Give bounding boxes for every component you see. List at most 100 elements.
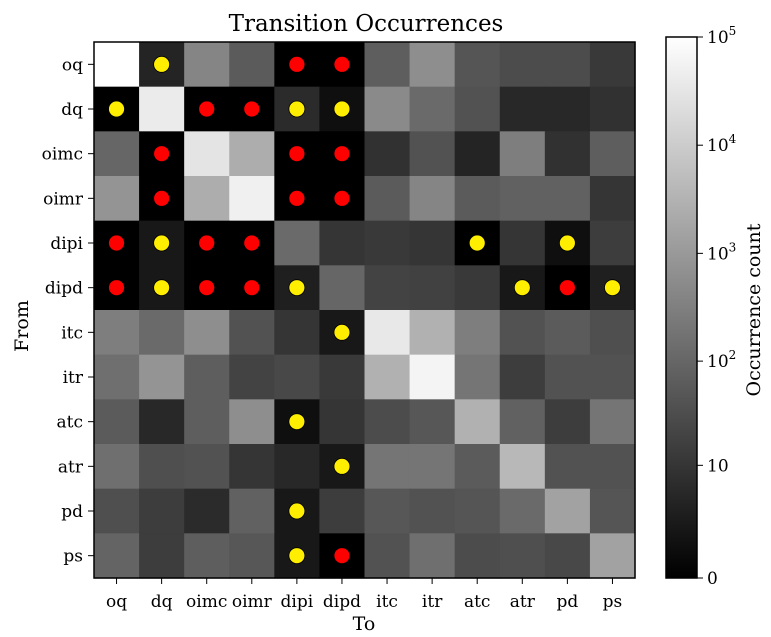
heatmap-cell: [319, 488, 366, 534]
y-tick-label: dipd: [45, 279, 83, 299]
heatmap-cell: [589, 86, 636, 132]
heatmap-cell: [184, 399, 230, 445]
heatmap-cell: [184, 310, 230, 356]
colorbar-tick-label: 105: [707, 24, 736, 48]
red-marker: [243, 279, 261, 297]
heatmap-cell: [364, 444, 411, 490]
heatmap-cell: [454, 86, 501, 132]
heatmap-cell: [499, 444, 546, 490]
x-tick-label: oq: [106, 592, 127, 612]
heatmap-cell: [364, 220, 411, 266]
heatmap-cell: [184, 488, 230, 534]
heatmap-cell: [409, 533, 456, 579]
heatmap-cell: [364, 176, 411, 222]
heatmap-cell: [499, 42, 546, 88]
heatmap-cell: [409, 265, 456, 311]
heatmap-cell: [319, 220, 366, 266]
x-axis-label: To: [353, 613, 376, 635]
y-axis-label: From: [11, 300, 33, 352]
x-tick-label: dipi: [281, 592, 314, 612]
y-tick-label: itc: [61, 323, 83, 343]
heatmap-cell: [229, 42, 275, 88]
heatmap-cell: [229, 533, 275, 579]
yellow-marker: [288, 100, 306, 118]
heatmap-cell: [139, 86, 185, 132]
heatmap-cell: [454, 176, 501, 222]
heatmap-cell: [184, 131, 230, 177]
heatmap-cell: [409, 42, 456, 88]
heatmap-cell: [319, 399, 366, 445]
y-tick-label: atc: [57, 413, 84, 433]
yellow-marker: [604, 279, 621, 297]
heatmap-cell: [184, 176, 230, 222]
heatmap-cell: [409, 488, 456, 534]
x-tick-label: dq: [151, 592, 173, 612]
yellow-marker: [333, 100, 351, 118]
heatmap-cell: [364, 86, 411, 132]
heatmap-cell: [589, 42, 636, 88]
y-tick-label: oimc: [42, 145, 83, 165]
red-marker: [243, 234, 261, 252]
heatmap-cell: [454, 444, 501, 490]
yellow-marker: [153, 234, 171, 252]
plot-frame: [93, 41, 636, 579]
red-marker: [108, 279, 125, 297]
red-marker: [198, 279, 216, 297]
colorbar-tick-label: 102: [707, 348, 736, 372]
heatmap-cell: [274, 310, 321, 356]
colorbar: [665, 36, 698, 579]
heatmap-cell: [229, 488, 275, 534]
heatmap-cell: [454, 488, 501, 534]
heatmap-cell: [229, 399, 275, 445]
heatmap-cell: [364, 533, 411, 579]
yellow-marker: [513, 279, 531, 297]
red-marker: [288, 55, 306, 73]
red-marker: [333, 55, 351, 73]
heatmap-cell: [94, 444, 140, 490]
heatmap-cell: [139, 488, 185, 534]
heatmap-cell: [409, 86, 456, 132]
heatmap-cell: [94, 533, 140, 579]
x-tick-labels: oq dq oimc oimr dipi dipd itc itr atc atr pd ps: [106, 578, 622, 612]
yellow-marker: [288, 279, 306, 297]
heatmap-cell: [184, 354, 230, 400]
heatmap-cell: [364, 354, 411, 400]
heatmap-cell: [499, 131, 546, 177]
heatmap-cell: [274, 444, 321, 490]
heatmap-cell: [229, 354, 275, 400]
heatmap-cell: [589, 310, 636, 356]
heatmap-cell: [454, 310, 501, 356]
heatmap-cell: [499, 310, 546, 356]
y-tick-labels: oq dq oimc oimr dipi dipd itc itr atc atr pd ps: [42, 55, 94, 567]
yellow-marker: [108, 100, 125, 118]
transition-markers: [108, 55, 621, 565]
heatmap-cell: [139, 533, 185, 579]
red-marker: [198, 100, 216, 118]
heatmap-cell: [94, 42, 140, 88]
heatmap-cell: [364, 399, 411, 445]
red-marker: [333, 189, 351, 207]
heatmap-cell: [589, 354, 636, 400]
heatmap-cell: [139, 310, 185, 356]
x-tick-label: atc: [464, 592, 491, 612]
yellow-marker: [333, 457, 351, 475]
red-marker: [333, 145, 351, 163]
heatmap-cell: [454, 42, 501, 88]
red-marker: [288, 145, 306, 163]
heatmap-cell: [454, 533, 501, 579]
yellow-marker: [153, 279, 171, 297]
red-marker: [333, 547, 351, 565]
heatmap-cell: [544, 42, 591, 88]
red-marker: [558, 279, 576, 297]
heatmap-cell: [409, 354, 456, 400]
y-tick-label: pd: [61, 502, 83, 522]
heatmap-cell: [499, 533, 546, 579]
heatmap-cell: [409, 310, 456, 356]
yellow-marker: [288, 502, 306, 520]
heatmap-cell: [409, 176, 456, 222]
colorbar-tick-label: 103: [707, 240, 736, 264]
heatmap-cell: [589, 220, 636, 266]
yellow-marker: [333, 323, 351, 341]
heatmap-cell: [94, 310, 140, 356]
